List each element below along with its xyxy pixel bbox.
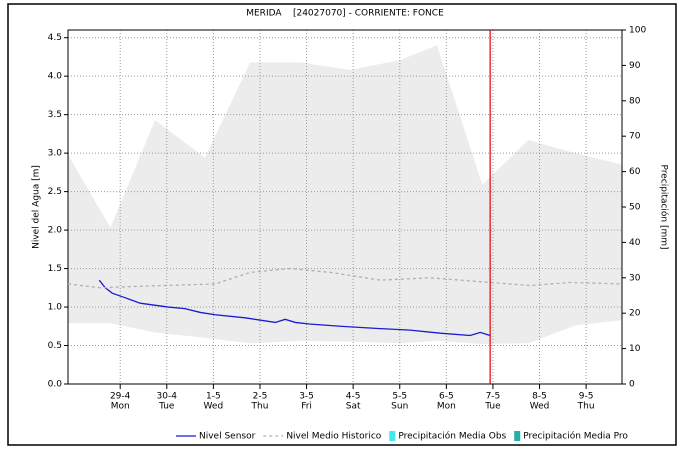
y2-tick-label: 90 bbox=[629, 61, 641, 71]
y2-tick-label: 40 bbox=[629, 238, 641, 248]
x-tick-label: 4-5 bbox=[346, 392, 361, 402]
x-tick-weekday: Sun bbox=[391, 402, 408, 412]
x-tick-label: 2-5 bbox=[253, 392, 268, 402]
x-tick-label: 6-5 bbox=[439, 392, 454, 402]
x-tick-label: 8-5 bbox=[532, 392, 547, 402]
y-tick-label: 3.5 bbox=[48, 110, 62, 120]
x-tick-weekday: Fri bbox=[301, 402, 312, 412]
x-tick-label: 1-5 bbox=[206, 392, 221, 402]
x-tick-label: 5-5 bbox=[392, 392, 407, 402]
x-tick-weekday: Thu bbox=[577, 402, 595, 412]
y-tick-label: 3.0 bbox=[48, 149, 63, 159]
legend-label: Nivel Sensor bbox=[199, 432, 256, 442]
x-tick-weekday: Tue bbox=[484, 402, 501, 412]
legend-swatch bbox=[389, 431, 396, 441]
legend-label: Precipitación Media Pro bbox=[523, 431, 628, 442]
y2-axis-label: Precipitación [mm] bbox=[659, 164, 670, 249]
legend-label: Nivel Medio Historico bbox=[286, 432, 381, 442]
y-tick-label: 0.5 bbox=[48, 341, 62, 351]
x-tick-label: 9-5 bbox=[579, 392, 594, 402]
legend-label: Precipitación Media Obs bbox=[398, 431, 506, 442]
y2-tick-label: 70 bbox=[629, 132, 641, 142]
y2-tick-label: 20 bbox=[629, 309, 641, 319]
legend-swatch bbox=[514, 431, 521, 441]
y-tick-label: 1.5 bbox=[48, 264, 62, 274]
y-tick-label: 0.0 bbox=[48, 380, 63, 390]
x-tick-weekday: Sat bbox=[346, 402, 361, 412]
historic-range bbox=[68, 45, 622, 344]
y2-tick-label: 0 bbox=[629, 380, 635, 390]
y2-tick-label: 30 bbox=[629, 273, 641, 283]
y-tick-label: 4.5 bbox=[48, 33, 62, 43]
y-axis-label: Nivel del Agua [m] bbox=[32, 165, 42, 249]
x-tick-weekday: Thu bbox=[251, 402, 269, 412]
chart-title: MERIDA [24027070] - CORRIENTE: FONCE bbox=[246, 9, 444, 19]
x-tick-weekday: Wed bbox=[530, 402, 550, 412]
y-tick-label: 2.5 bbox=[48, 187, 62, 197]
y2-tick-label: 60 bbox=[629, 167, 641, 177]
y-tick-label: 4.0 bbox=[48, 72, 63, 82]
x-tick-label: 7-5 bbox=[486, 392, 501, 402]
y2-tick-label: 50 bbox=[629, 203, 641, 213]
series-line bbox=[67, 267, 623, 289]
y-tick-label: 2.0 bbox=[48, 226, 63, 236]
x-tick-weekday: Wed bbox=[204, 402, 224, 412]
x-tick-weekday: Mon bbox=[111, 402, 130, 412]
plot-border bbox=[67, 29, 623, 385]
y2-tick-label: 10 bbox=[629, 344, 641, 354]
x-tick-weekday: Tue bbox=[158, 402, 175, 412]
series-line bbox=[98, 279, 491, 337]
x-tick-weekday: Mon bbox=[437, 402, 456, 412]
x-tick-label: 30-4 bbox=[157, 392, 178, 402]
y2-tick-label: 100 bbox=[629, 26, 646, 36]
x-tick-label: 3-5 bbox=[299, 392, 314, 402]
y2-tick-label: 80 bbox=[629, 96, 641, 106]
y-tick-label: 1.0 bbox=[48, 303, 63, 313]
x-tick-label: 29-4 bbox=[110, 392, 131, 402]
